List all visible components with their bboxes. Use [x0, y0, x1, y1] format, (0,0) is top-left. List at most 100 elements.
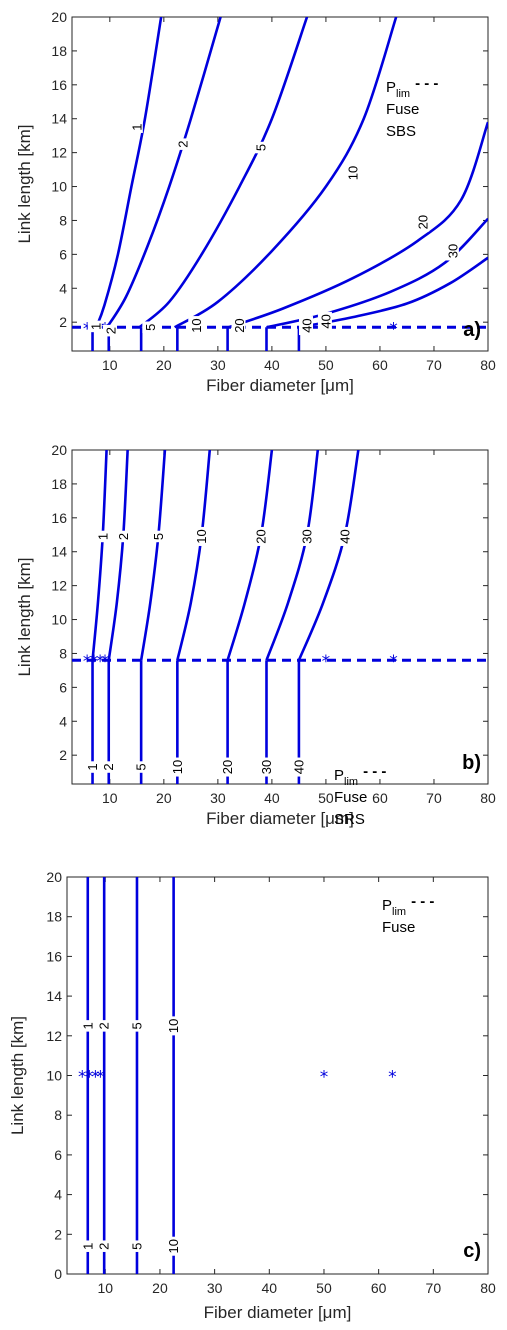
y-tick-label: 2: [54, 1226, 62, 1242]
y-tick-label: 14: [51, 111, 67, 127]
x-axis-label: Fiber diameter [μm]: [206, 376, 354, 395]
y-tick-label: 10: [46, 1068, 62, 1084]
y-tick-label: 4: [54, 1187, 62, 1203]
y-axis-label: Link length [km]: [15, 557, 34, 676]
label-bg: [344, 163, 359, 183]
y-tick-label: 18: [51, 476, 67, 492]
label-bg: [133, 761, 148, 773]
y-tick-label: 10: [51, 612, 67, 628]
legend: Plim - - - Fuse SBS: [386, 75, 438, 140]
legend: Plim - - - Fuse: [382, 893, 434, 936]
fuse-bottom-label-20: 20: [231, 316, 247, 336]
contour-label-1-text: 1: [95, 533, 110, 540]
y-tick-label: 16: [51, 77, 67, 93]
fuse-bottom-label-40: 40: [299, 316, 315, 336]
x-tick-label: 30: [207, 1280, 223, 1296]
fuse-bottom-label-40-text: 40: [291, 760, 306, 774]
contour-label-2: 2: [115, 530, 131, 543]
contour-label-1: 1: [94, 530, 110, 543]
legend-dash: - - -: [363, 763, 386, 780]
fuse-bottom-label-1-text: 1: [80, 1243, 95, 1250]
x-axis-label: Fiber diameter [μm]: [206, 809, 354, 828]
asterisk-marker: *: [389, 652, 398, 672]
y-tick-label: 12: [46, 1028, 62, 1044]
x-tick-label: 50: [318, 357, 334, 373]
legend: Plim - - - Fuse SRS: [334, 763, 386, 828]
x-tick-label: 30: [210, 357, 226, 373]
legend-item: Fuse: [386, 101, 419, 118]
y-tick-label: 4: [59, 713, 67, 729]
axes-box: [71, 449, 489, 785]
plot-area: ******: [78, 877, 397, 1274]
legend-plim-main: P: [334, 767, 344, 784]
contour-label-2: 2: [174, 138, 190, 150]
fuse-bottom-label-10: 10: [169, 757, 185, 777]
fuse-bottom-label-20-text: 20: [232, 318, 247, 332]
fuse-label-5: 5: [128, 1020, 144, 1032]
legend-plim: Plim - - -: [386, 75, 438, 100]
label-bg: [79, 1020, 94, 1032]
fuse-bottom-label-2: 2: [96, 1240, 112, 1252]
y-tick-label: 2: [59, 314, 67, 330]
contour-label-40: 40: [317, 311, 333, 331]
label-bg: [193, 526, 208, 546]
label-bg: [299, 316, 314, 336]
x-tick-label: 70: [426, 790, 442, 806]
legend-dash: - - -: [415, 75, 438, 92]
x-tick-label: 60: [371, 1280, 387, 1296]
y-tick-label: 2: [59, 747, 67, 763]
x-axis-label-post: m]: [335, 376, 354, 395]
contour-label-40-text: 40: [318, 314, 333, 328]
fuse-bottom-label-2-text: 2: [97, 1243, 112, 1250]
fuse-bottom-label-30-text: 30: [259, 760, 274, 774]
x-axis-label-mu: μ: [323, 1303, 333, 1322]
x-tick-label: 20: [156, 790, 172, 806]
contour-label-1-text: 1: [129, 124, 144, 131]
fuse-bottom-label-1: 1: [84, 761, 100, 773]
fuse-label-10-text: 10: [166, 1019, 181, 1033]
contour-label-5: 5: [253, 141, 269, 154]
contour-label-30: 30: [444, 241, 460, 261]
fuse-bottom-label-5-text: 5: [143, 324, 158, 331]
label-bg: [128, 1020, 143, 1032]
label-bg: [219, 757, 234, 777]
asterisk-marker: *: [83, 652, 92, 672]
panel-label: c): [463, 1240, 481, 1262]
x-tick-label: 80: [480, 790, 496, 806]
label-bg: [128, 121, 143, 133]
fuse-bottom-label-10: 10: [165, 1236, 181, 1256]
label-bg: [415, 212, 430, 232]
label-bg: [290, 757, 305, 777]
label-bg: [165, 1236, 180, 1256]
contour-label-30-text: 30: [300, 529, 315, 543]
y-tick-label: 6: [54, 1147, 62, 1163]
fuse-bottom-label-10: 10: [188, 316, 204, 336]
contour-label-10-text: 10: [345, 166, 360, 180]
y-tick-label: 12: [51, 145, 67, 161]
y-tick-label: 8: [59, 645, 67, 661]
contour-line-1: [91, 450, 108, 661]
contour-label-20-text: 20: [254, 529, 269, 543]
x-tick-label: 30: [210, 790, 226, 806]
contour-label-40-text: 40: [337, 529, 352, 543]
asterisk-marker: *: [91, 1068, 100, 1088]
legend-item: Fuse: [382, 919, 415, 936]
contour-line-40: [298, 256, 488, 329]
fuse-label-1-text: 1: [80, 1022, 95, 1029]
label-bg: [231, 316, 246, 336]
asterisk-marker: *: [96, 1068, 105, 1088]
contour-line-2: [107, 450, 129, 661]
fuse-bottom-label-5: 5: [142, 321, 158, 334]
legend-item: SBS: [386, 123, 416, 140]
y-tick-label: 14: [46, 988, 62, 1004]
fuse-label-1: 1: [79, 1020, 95, 1032]
contour-line-20: [228, 121, 488, 329]
fuse-bottom-label-2-text: 2: [103, 327, 118, 334]
panel-label: a): [463, 319, 481, 341]
label-bg: [96, 1240, 111, 1252]
label-bg: [87, 320, 102, 333]
label-bg: [96, 1020, 111, 1032]
